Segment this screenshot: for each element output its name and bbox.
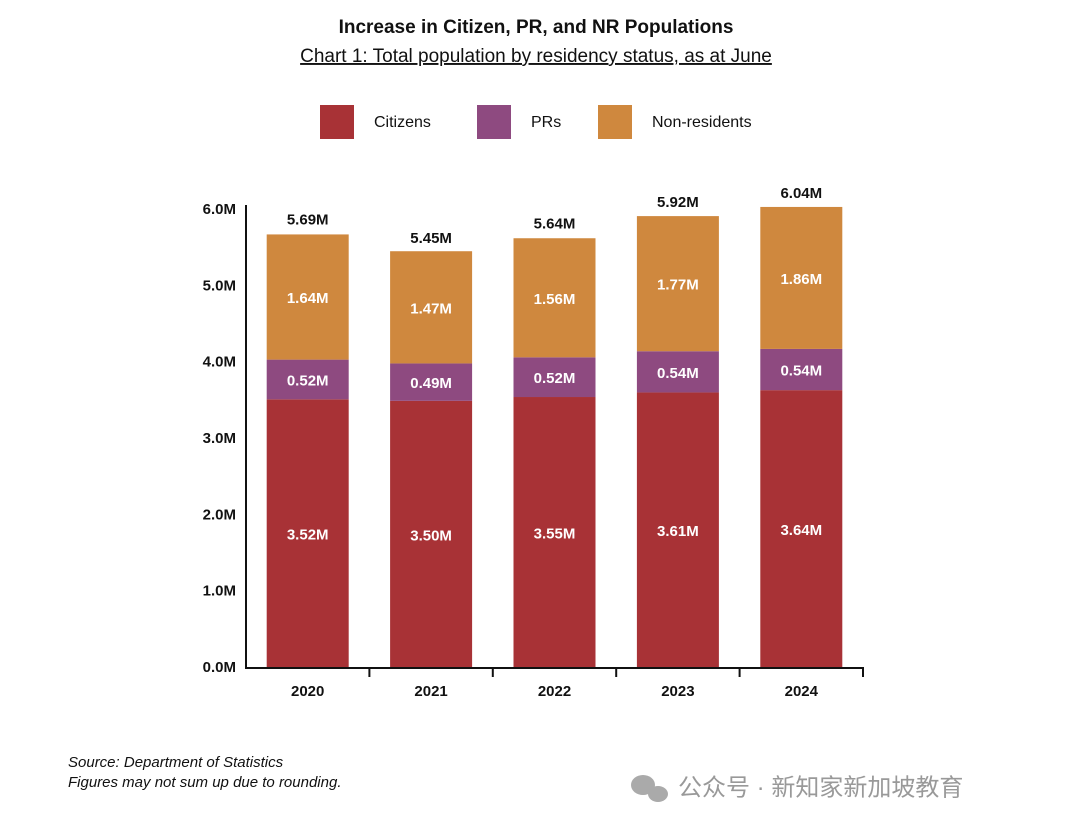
y-tick-label: 4.0M xyxy=(203,354,236,371)
legend-label: Citizens xyxy=(374,114,431,131)
legend-label: PRs xyxy=(531,114,561,131)
legend-swatch xyxy=(320,105,354,139)
legend-label: Non-residents xyxy=(652,114,752,131)
value-label: 0.54M xyxy=(657,365,699,382)
value-label: 0.52M xyxy=(534,370,576,387)
bar-segment xyxy=(636,392,719,668)
y-tick-label: 1.0M xyxy=(203,583,236,600)
note: Figures may not sum up due to rounding. xyxy=(68,774,342,791)
total-label: 6.04M xyxy=(780,185,822,202)
x-tick-label: 2021 xyxy=(414,683,447,700)
bar-segment xyxy=(636,216,719,352)
y-tick-label: 6.0M xyxy=(203,201,236,218)
bar-segment xyxy=(760,206,843,349)
value-label: 1.86M xyxy=(780,271,822,288)
chart-subtitle: Chart 1: Total population by residency s… xyxy=(300,46,772,67)
value-label: 3.52M xyxy=(287,527,329,544)
bar-segment xyxy=(760,348,843,391)
total-label: 5.64M xyxy=(534,215,576,232)
bar-segment xyxy=(760,390,843,668)
bar-segment xyxy=(266,234,349,360)
y-tick-label: 2.0M xyxy=(203,506,236,523)
value-label: 1.56M xyxy=(534,291,576,308)
bar-segment xyxy=(513,357,596,398)
x-tick-label: 2024 xyxy=(785,683,819,700)
y-tick-label: 0.0M xyxy=(203,659,236,676)
total-label: 5.45M xyxy=(410,230,452,247)
value-label: 3.64M xyxy=(780,522,822,539)
bar-segment xyxy=(390,400,473,668)
y-tick-label: 5.0M xyxy=(203,277,236,294)
bar-segment xyxy=(636,351,719,393)
x-tick-label: 2022 xyxy=(538,683,571,700)
value-label: 3.55M xyxy=(534,525,576,542)
bar-segment xyxy=(390,363,473,401)
value-label: 1.64M xyxy=(287,290,329,307)
bar-segment xyxy=(266,399,349,668)
value-label: 0.54M xyxy=(780,363,822,380)
total-label: 5.92M xyxy=(657,194,699,211)
bar-segment xyxy=(266,359,349,400)
x-tick-label: 2020 xyxy=(291,683,324,700)
y-tick-label: 3.0M xyxy=(203,430,236,447)
value-label: 0.49M xyxy=(410,375,452,392)
value-label: 1.77M xyxy=(657,277,699,294)
value-label: 3.61M xyxy=(657,523,699,540)
value-label: 1.47M xyxy=(410,300,452,317)
total-label: 5.69M xyxy=(287,212,329,229)
bar-segment xyxy=(390,251,473,364)
chart-title: Increase in Citizen, PR, and NR Populati… xyxy=(339,17,734,38)
legend-swatch xyxy=(477,105,511,139)
watermark: 公众号 · 新知家新加坡教育 xyxy=(678,774,963,801)
x-tick-label: 2023 xyxy=(661,683,694,700)
value-label: 3.50M xyxy=(410,527,452,544)
bar-segment xyxy=(513,397,596,668)
watermark-icon xyxy=(631,775,668,802)
source: Source: Department of Statistics xyxy=(68,754,284,771)
bar-segment xyxy=(513,238,596,358)
legend-swatch xyxy=(598,105,632,139)
value-label: 0.52M xyxy=(287,372,329,389)
